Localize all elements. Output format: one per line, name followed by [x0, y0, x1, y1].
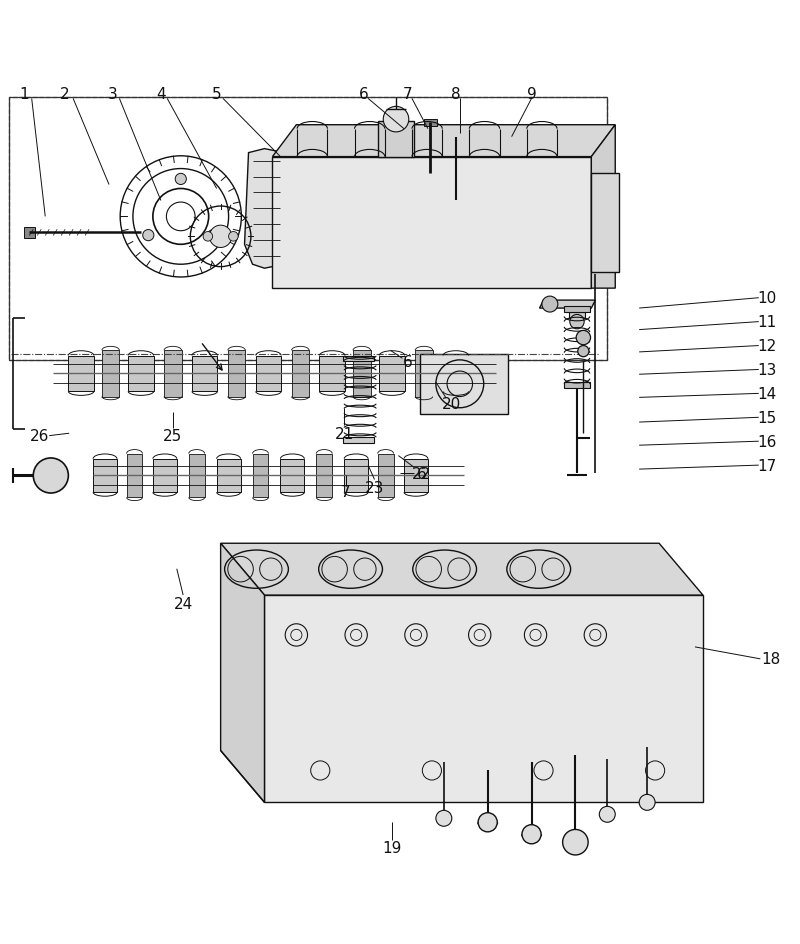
Polygon shape: [265, 596, 703, 802]
Text: 14: 14: [757, 386, 776, 401]
Text: 12: 12: [757, 339, 776, 354]
Polygon shape: [344, 460, 368, 493]
Polygon shape: [228, 351, 246, 397]
Polygon shape: [217, 460, 241, 493]
Text: 7: 7: [403, 87, 413, 102]
Polygon shape: [189, 454, 205, 497]
Circle shape: [578, 346, 589, 358]
Polygon shape: [126, 454, 142, 497]
Circle shape: [639, 795, 655, 811]
Circle shape: [34, 459, 68, 494]
Polygon shape: [281, 460, 304, 493]
Text: 2: 2: [60, 87, 70, 102]
Text: 7: 7: [341, 484, 350, 499]
Polygon shape: [564, 307, 590, 312]
Polygon shape: [569, 312, 585, 319]
Circle shape: [478, 813, 498, 832]
Polygon shape: [415, 351, 433, 397]
Polygon shape: [164, 351, 182, 397]
Circle shape: [210, 226, 232, 248]
Polygon shape: [273, 126, 615, 158]
Text: 26: 26: [30, 429, 50, 444]
Text: 13: 13: [757, 362, 777, 378]
Polygon shape: [221, 544, 703, 596]
Circle shape: [436, 811, 452, 826]
Polygon shape: [564, 383, 590, 388]
Polygon shape: [424, 120, 437, 126]
Text: 16: 16: [757, 434, 777, 449]
Circle shape: [570, 315, 584, 329]
Polygon shape: [253, 454, 269, 497]
Text: 15: 15: [757, 411, 776, 426]
Text: 21: 21: [334, 427, 354, 441]
Polygon shape: [404, 460, 428, 493]
Polygon shape: [273, 158, 591, 289]
Text: 18: 18: [761, 651, 780, 666]
Circle shape: [142, 230, 154, 242]
Circle shape: [522, 825, 541, 844]
Text: 6: 6: [417, 466, 426, 481]
Circle shape: [562, 830, 588, 855]
Text: 20: 20: [442, 396, 462, 412]
Text: 17: 17: [757, 458, 776, 473]
Polygon shape: [128, 356, 154, 392]
Circle shape: [229, 232, 238, 242]
Circle shape: [599, 806, 615, 822]
Text: 10: 10: [757, 291, 776, 306]
Bar: [10, 97, 607, 361]
Polygon shape: [591, 174, 619, 273]
Polygon shape: [245, 149, 285, 269]
Polygon shape: [378, 454, 394, 497]
Polygon shape: [291, 351, 309, 397]
Polygon shape: [443, 356, 469, 392]
Text: 6: 6: [359, 87, 369, 102]
Polygon shape: [153, 460, 177, 493]
Polygon shape: [539, 301, 595, 309]
Polygon shape: [102, 351, 119, 397]
Polygon shape: [316, 454, 332, 497]
Polygon shape: [591, 126, 615, 289]
Text: 4: 4: [156, 87, 166, 102]
Circle shape: [175, 174, 186, 185]
Polygon shape: [378, 122, 414, 158]
Text: 19: 19: [382, 840, 402, 855]
Text: 6: 6: [403, 355, 413, 370]
Text: 22: 22: [412, 466, 431, 481]
Text: 8: 8: [451, 87, 461, 102]
Polygon shape: [24, 228, 35, 239]
Text: 11: 11: [757, 314, 776, 329]
Polygon shape: [68, 356, 94, 392]
Text: 1: 1: [19, 87, 29, 102]
Text: 3: 3: [108, 87, 118, 102]
Circle shape: [542, 296, 558, 312]
Polygon shape: [93, 460, 117, 493]
Polygon shape: [221, 544, 265, 802]
Text: 24: 24: [174, 596, 193, 611]
Circle shape: [203, 232, 213, 242]
Polygon shape: [192, 356, 218, 392]
Polygon shape: [379, 356, 405, 392]
Text: 5: 5: [212, 87, 222, 102]
Text: 25: 25: [163, 429, 182, 444]
Polygon shape: [342, 357, 374, 362]
Text: 9: 9: [526, 87, 537, 102]
Polygon shape: [353, 351, 370, 397]
Text: 23: 23: [365, 480, 384, 496]
Polygon shape: [420, 354, 508, 414]
Circle shape: [208, 230, 218, 242]
Polygon shape: [256, 356, 282, 392]
Circle shape: [576, 331, 590, 346]
Bar: [10, 97, 607, 361]
Circle shape: [383, 108, 409, 133]
Polygon shape: [342, 438, 374, 444]
Polygon shape: [319, 356, 345, 392]
